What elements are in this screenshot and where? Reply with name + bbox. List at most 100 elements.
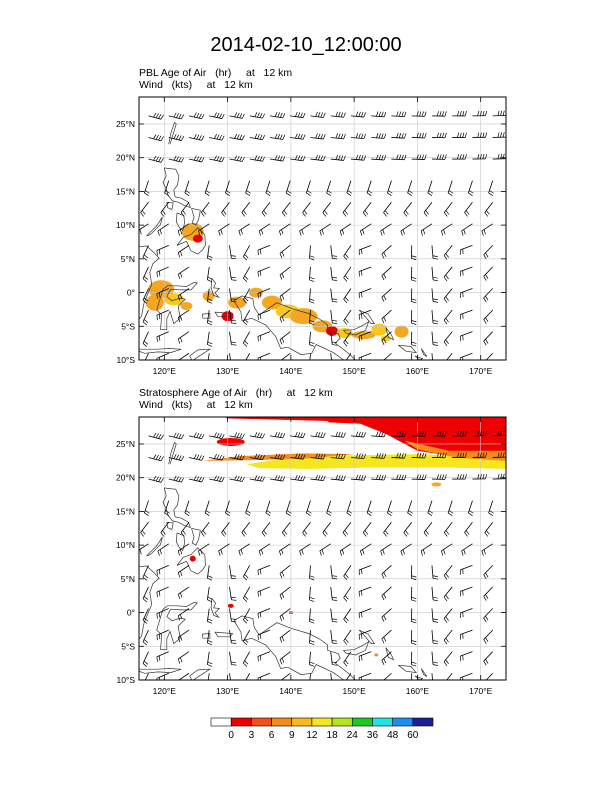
wind-barb: [459, 352, 473, 360]
wind-barb: [459, 288, 473, 298]
wind-barb: [188, 155, 205, 163]
wind-barb: [218, 543, 230, 556]
wind-barb: [269, 475, 286, 482]
wind-barb: [142, 651, 149, 667]
wind-barb: [391, 474, 407, 481]
lon-tick-label: 170°E: [469, 366, 493, 376]
wind-barb: [142, 608, 149, 624]
wind-barb: [198, 543, 210, 556]
wind-barb: [339, 223, 352, 236]
wind-barb: [225, 500, 231, 517]
wind-barb: [350, 453, 366, 460]
wind-barb: [391, 111, 407, 118]
wind-barb: [204, 180, 211, 197]
wind-barb: [431, 111, 447, 117]
wind-barb: [168, 134, 185, 141]
wind-barb: [447, 500, 454, 517]
wind-barb: [400, 223, 412, 236]
wind-barb: [330, 651, 338, 666]
wind-barb: [309, 245, 315, 261]
lat-tick-label: 10°S: [116, 675, 135, 685]
colorbar-swatch: [331, 717, 353, 727]
stratosphere-age-region: [374, 653, 379, 657]
wind-barb: [204, 500, 211, 517]
wind-barb: [443, 288, 453, 303]
wind-barb: [218, 223, 230, 236]
coastlines: [139, 122, 428, 360]
wind-barb: [330, 111, 346, 118]
wind-barb: [242, 651, 251, 667]
wind-barb: [245, 180, 251, 197]
wind-barb: [459, 564, 473, 575]
colorbar-label: 9: [289, 730, 295, 741]
wind-barb: [242, 629, 251, 646]
wind-barb: [443, 331, 453, 347]
wind-barb: [483, 288, 494, 303]
wind-barb: [459, 608, 473, 618]
wind-barb: [156, 564, 169, 576]
wind-barb: [330, 133, 346, 140]
wind-barb: [310, 431, 326, 438]
wind-barb: [206, 245, 213, 261]
wind-barb: [358, 331, 372, 342]
wind-barb: [488, 500, 494, 517]
wind-barb: [290, 453, 306, 460]
lon-tick-label: 140°E: [279, 686, 303, 696]
wind-barb: [411, 288, 417, 304]
wind-barb: [343, 245, 352, 261]
wind-barb: [459, 244, 473, 255]
wind-barb: [279, 288, 291, 302]
wind-barb: [411, 565, 417, 581]
panel-2-subtitle-line1: Stratosphere Age of Air (hr) at 12 km: [139, 387, 333, 399]
wind-barb: [209, 475, 225, 483]
wind-barb: [431, 608, 439, 623]
wind-barb: [411, 586, 417, 602]
wind-barb: [168, 155, 185, 163]
wind-barb: [269, 133, 286, 140]
wind-barb: [258, 543, 271, 556]
wind-barb: [249, 453, 265, 461]
panel-1-subtitle-line1: PBL Age of Air (hr) at 12 km: [139, 67, 293, 79]
wind-barb: [142, 309, 149, 326]
lon-tick-label: 120°E: [153, 366, 177, 376]
wind-barb: [358, 564, 372, 575]
wind-barb: [381, 331, 392, 345]
wind-barb: [411, 245, 417, 261]
wind-barb: [371, 431, 387, 438]
wind-barb: [358, 629, 372, 640]
wind-barb: [257, 564, 271, 576]
coastline: [201, 633, 211, 639]
wind-barb: [431, 431, 447, 437]
wind-barb: [371, 111, 387, 118]
wind-barb: [188, 112, 205, 120]
wind-barb: [411, 474, 427, 480]
wind-barb: [177, 565, 190, 578]
wind-barb: [279, 331, 291, 345]
wind-barb: [200, 201, 210, 217]
wind-barb: [481, 223, 493, 236]
wind-barb: [459, 629, 473, 640]
panel-2-subtitle-line2: Wind (kts) at 12 km: [139, 399, 253, 411]
wind-barb: [343, 651, 352, 667]
wind-barb: [330, 288, 338, 303]
wind-barb: [142, 565, 149, 581]
wind-barb: [209, 453, 225, 461]
coastline: [201, 313, 211, 319]
wind-barb: [483, 608, 494, 623]
wind-barb: [299, 543, 311, 556]
wind-barb: [290, 431, 306, 439]
colorbar-swatch: [372, 717, 393, 727]
wind-barb: [168, 475, 185, 483]
wind-barb: [358, 309, 372, 320]
wind-barb: [427, 500, 434, 517]
wind-barb: [358, 672, 372, 680]
wind-barb: [279, 309, 291, 323]
panel-1-subtitle: PBL Age of Air (hr) at 12 km Wind (kts) a…: [139, 67, 292, 91]
wind-barb: [350, 111, 366, 118]
wind-barb: [281, 521, 291, 537]
wind-barb: [310, 133, 326, 140]
wind-barb: [358, 352, 372, 360]
wind-barb: [452, 132, 467, 138]
wind-barb: [142, 629, 149, 646]
wind-barb: [472, 153, 488, 160]
